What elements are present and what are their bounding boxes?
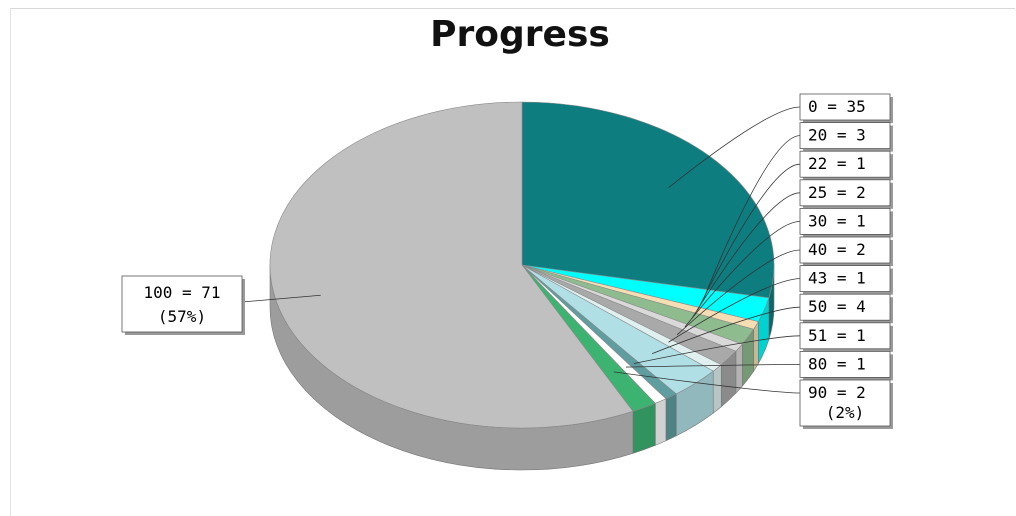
data-label-100: 100 = 71	[143, 283, 220, 302]
pie-side-90	[632, 402, 656, 454]
data-label-box-20	[799, 122, 891, 149]
leader-line-0	[668, 106, 801, 189]
leader-line-22	[697, 163, 801, 311]
data-label-box-30	[799, 207, 891, 235]
data-label-box-50	[799, 293, 891, 321]
data-label-20: 20 = 3	[808, 126, 866, 145]
leader-line-25	[691, 192, 801, 320]
data-label-box-90	[799, 379, 891, 427]
data-label-box-100	[121, 275, 243, 333]
data-label-51: 51 = 1	[808, 326, 866, 345]
pie-sides	[269, 264, 775, 471]
leader-line-50	[652, 306, 801, 354]
data-label-box-80	[799, 350, 891, 378]
leader-line-90	[613, 371, 801, 394]
data-label-25: 25 = 2	[808, 183, 866, 202]
data-label-box-0	[799, 93, 891, 121]
data-label-pct-90: (2%)	[826, 403, 865, 422]
data-label-43: 43 = 1	[808, 269, 866, 288]
pie-labels: 0 = 35 20 = 3 22 = 1 25 = 2 30 = 1 40 = 2 43 =…	[121, 93, 893, 429]
data-label-30: 30 = 1	[808, 211, 866, 230]
data-label-80: 80 = 1	[808, 354, 866, 373]
leader-line-40	[676, 249, 801, 336]
pie-side-80	[654, 398, 667, 446]
data-label-90: 90 = 2	[808, 383, 866, 402]
pie-slice-0	[521, 101, 775, 299]
leader-line-100	[241, 294, 321, 303]
leader-line-51	[633, 335, 801, 364]
data-label-50: 50 = 4	[808, 297, 866, 316]
data-label-box-40	[799, 236, 891, 264]
pie-slice-100	[269, 101, 634, 429]
data-label-box-51	[799, 322, 891, 350]
pie-side-43	[712, 364, 722, 414]
data-label-box-25	[799, 179, 891, 207]
data-label-box-43	[799, 265, 891, 293]
leader-line-30	[684, 221, 801, 328]
leader-line-20	[703, 135, 801, 299]
leader-line-80	[625, 364, 801, 368]
chart-title: Progress	[430, 14, 610, 55]
data-label-box-22	[799, 150, 891, 178]
pie-side-22	[753, 320, 759, 373]
data-label-pct-100: (57%)	[158, 307, 206, 326]
pie-side-51	[665, 393, 677, 442]
pie-side-30	[735, 343, 743, 394]
data-label-0: 0 = 35	[808, 97, 866, 116]
data-label-22: 22 = 1	[808, 154, 866, 173]
chart-frame	[10, 8, 1015, 516]
leader-line-43	[668, 278, 801, 343]
pie-slices	[269, 101, 775, 429]
data-label-40: 40 = 2	[808, 240, 866, 259]
